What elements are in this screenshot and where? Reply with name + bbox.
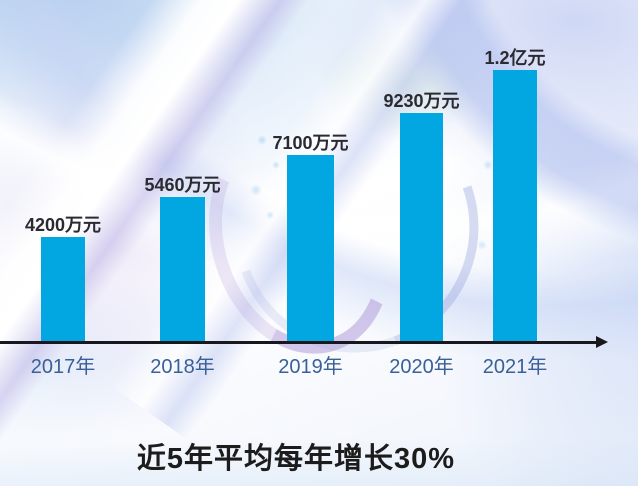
category-label-2018: 2018年	[150, 356, 215, 378]
category-label-2017: 2017年	[30, 356, 96, 378]
category-label-2019: 2019年	[278, 356, 343, 378]
value-label-2017: 4200万元	[24, 215, 102, 235]
bar-2017	[41, 237, 85, 342]
bar-2021	[493, 70, 537, 342]
x-axis-arrowhead-icon	[596, 336, 608, 348]
x-axis-line	[0, 341, 598, 344]
bar-2018	[160, 197, 205, 342]
category-label-2021: 2021年	[482, 356, 548, 378]
category-label-2020: 2020年	[389, 356, 454, 378]
value-label-2018: 5460万元	[144, 175, 221, 195]
value-label-2021: 1.2亿元	[484, 48, 546, 68]
chart-title: 近5年平均每年增长30%	[136, 443, 456, 475]
value-label-2020: 9230万元	[383, 91, 460, 111]
bar-2019	[287, 155, 334, 342]
value-label-2019: 7100万元	[272, 133, 349, 153]
bar-2020	[400, 113, 443, 342]
